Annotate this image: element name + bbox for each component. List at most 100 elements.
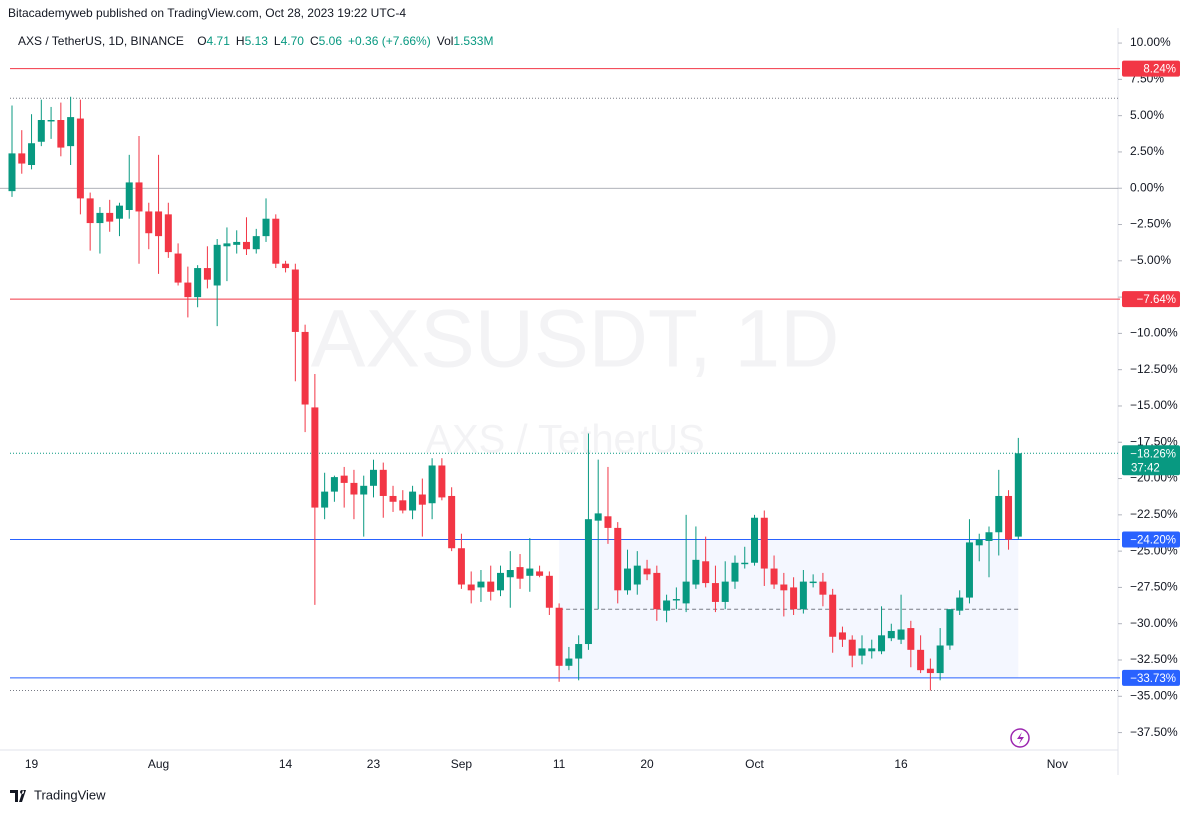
y-tick-label: −12.50% — [1130, 362, 1178, 376]
candle-body — [106, 212, 114, 222]
watermark: AXSUSDT, 1D — [311, 294, 840, 385]
candle-body — [672, 599, 680, 601]
legend-value: +0.36 (+7.66%) — [348, 34, 431, 48]
watermark-subtitle: AXS / TetherUS — [425, 418, 704, 462]
x-tick-label: Nov — [1047, 757, 1068, 771]
candle-body — [575, 644, 583, 659]
candle-body — [838, 632, 846, 640]
candle-body — [174, 253, 182, 283]
candle-body — [604, 516, 612, 528]
candle-body — [497, 572, 504, 591]
candle-body — [848, 639, 856, 656]
legend-label: O — [197, 34, 206, 48]
candle-body — [594, 513, 602, 521]
candle-body — [76, 118, 84, 199]
lightning-icon — [1010, 728, 1030, 748]
candle-body — [887, 630, 895, 639]
candle-body — [868, 648, 876, 652]
candle-body — [995, 495, 1003, 533]
legend-label: L — [274, 34, 281, 48]
candle-body — [203, 268, 211, 280]
candle-body — [28, 143, 36, 165]
candle-body — [18, 153, 26, 164]
candle-body — [936, 645, 944, 674]
candle-body — [643, 568, 651, 575]
level-label: −7.64% — [1137, 294, 1176, 306]
candle-body — [985, 532, 993, 541]
level-badge — [1122, 60, 1180, 77]
candle-body — [47, 120, 55, 122]
candle-body — [682, 581, 690, 604]
candle-body — [760, 517, 768, 569]
candle-body — [819, 581, 827, 595]
candle-body — [252, 236, 260, 250]
candle-body — [115, 205, 123, 219]
y-tick-label: −22.50% — [1130, 507, 1178, 521]
x-tick-label: Oct — [745, 757, 764, 771]
candle-body — [86, 198, 94, 224]
candle-body — [418, 494, 426, 505]
y-tick-label: −35.00% — [1130, 688, 1178, 702]
candle-body — [57, 120, 65, 148]
candle-body — [565, 658, 573, 666]
legend: AXS / TetherUS, 1D, BINANCE O4.71 H5.13 L4… — [18, 34, 493, 48]
legend-value: 4.70 — [281, 34, 305, 48]
candle-body — [369, 469, 377, 486]
candle-body — [145, 211, 153, 234]
legend-title: AXS / TetherUS, 1D, BINANCE — [18, 34, 184, 48]
level-badge — [1122, 291, 1180, 308]
candle-body — [67, 117, 75, 147]
candle-body — [555, 607, 563, 666]
y-tick-label: 10.00% — [1130, 35, 1171, 49]
header: Bitacademyweb published on TradingView.c… — [8, 6, 406, 20]
candle-body — [751, 517, 759, 563]
candle-body — [663, 600, 671, 611]
y-tick-label: −17.50% — [1130, 434, 1178, 448]
candle-body — [448, 495, 456, 549]
y-tick-label: −30.00% — [1130, 616, 1178, 630]
candle-body — [155, 211, 163, 237]
candle-body — [926, 668, 934, 674]
x-tick-label: 11 — [553, 757, 566, 771]
candle-body — [487, 581, 495, 592]
candle-body — [125, 182, 133, 210]
x-tick-label: Sep — [451, 757, 473, 771]
candle-body — [291, 269, 299, 332]
candle-body — [584, 519, 592, 645]
legend-value: 5.13 — [245, 34, 269, 48]
candle-body — [428, 465, 436, 504]
legend-value: 1.533M — [453, 34, 493, 48]
candle-body — [242, 241, 250, 250]
candle-body — [1005, 495, 1013, 540]
y-tick-label: −15.00% — [1130, 398, 1178, 412]
candle-body — [770, 568, 778, 585]
candle-body — [624, 568, 632, 591]
candle-body — [799, 581, 807, 610]
candle-body — [389, 495, 397, 502]
watermark-group: AXSUSDT, 1D AXS / TetherUS — [311, 294, 840, 462]
level-label: −24.20% — [1130, 535, 1176, 547]
candle-body — [829, 594, 837, 637]
candle-body — [917, 649, 925, 671]
price-countdown: 37:42 — [1131, 462, 1160, 474]
legend-value: 5.06 — [319, 34, 343, 48]
y-tick-label: −10.00% — [1130, 326, 1178, 340]
candle-body — [614, 527, 622, 591]
level-badge — [1122, 531, 1180, 548]
candle-body — [477, 581, 485, 588]
legend-label: Vol — [437, 34, 454, 48]
candle-body — [8, 153, 16, 192]
x-tick-label: Aug — [148, 757, 169, 771]
x-tick-label: 20 — [640, 757, 654, 771]
candle-body — [272, 218, 280, 264]
candle-body — [399, 500, 407, 511]
candle-body — [536, 571, 544, 576]
y-tick-label: −27.50% — [1130, 580, 1178, 594]
candle-body — [301, 331, 309, 405]
y-tick-label: 0.00% — [1130, 180, 1164, 194]
candle-body — [809, 581, 817, 584]
level-badge — [1122, 669, 1180, 686]
candle-body — [526, 568, 534, 576]
candle-body — [233, 241, 241, 245]
